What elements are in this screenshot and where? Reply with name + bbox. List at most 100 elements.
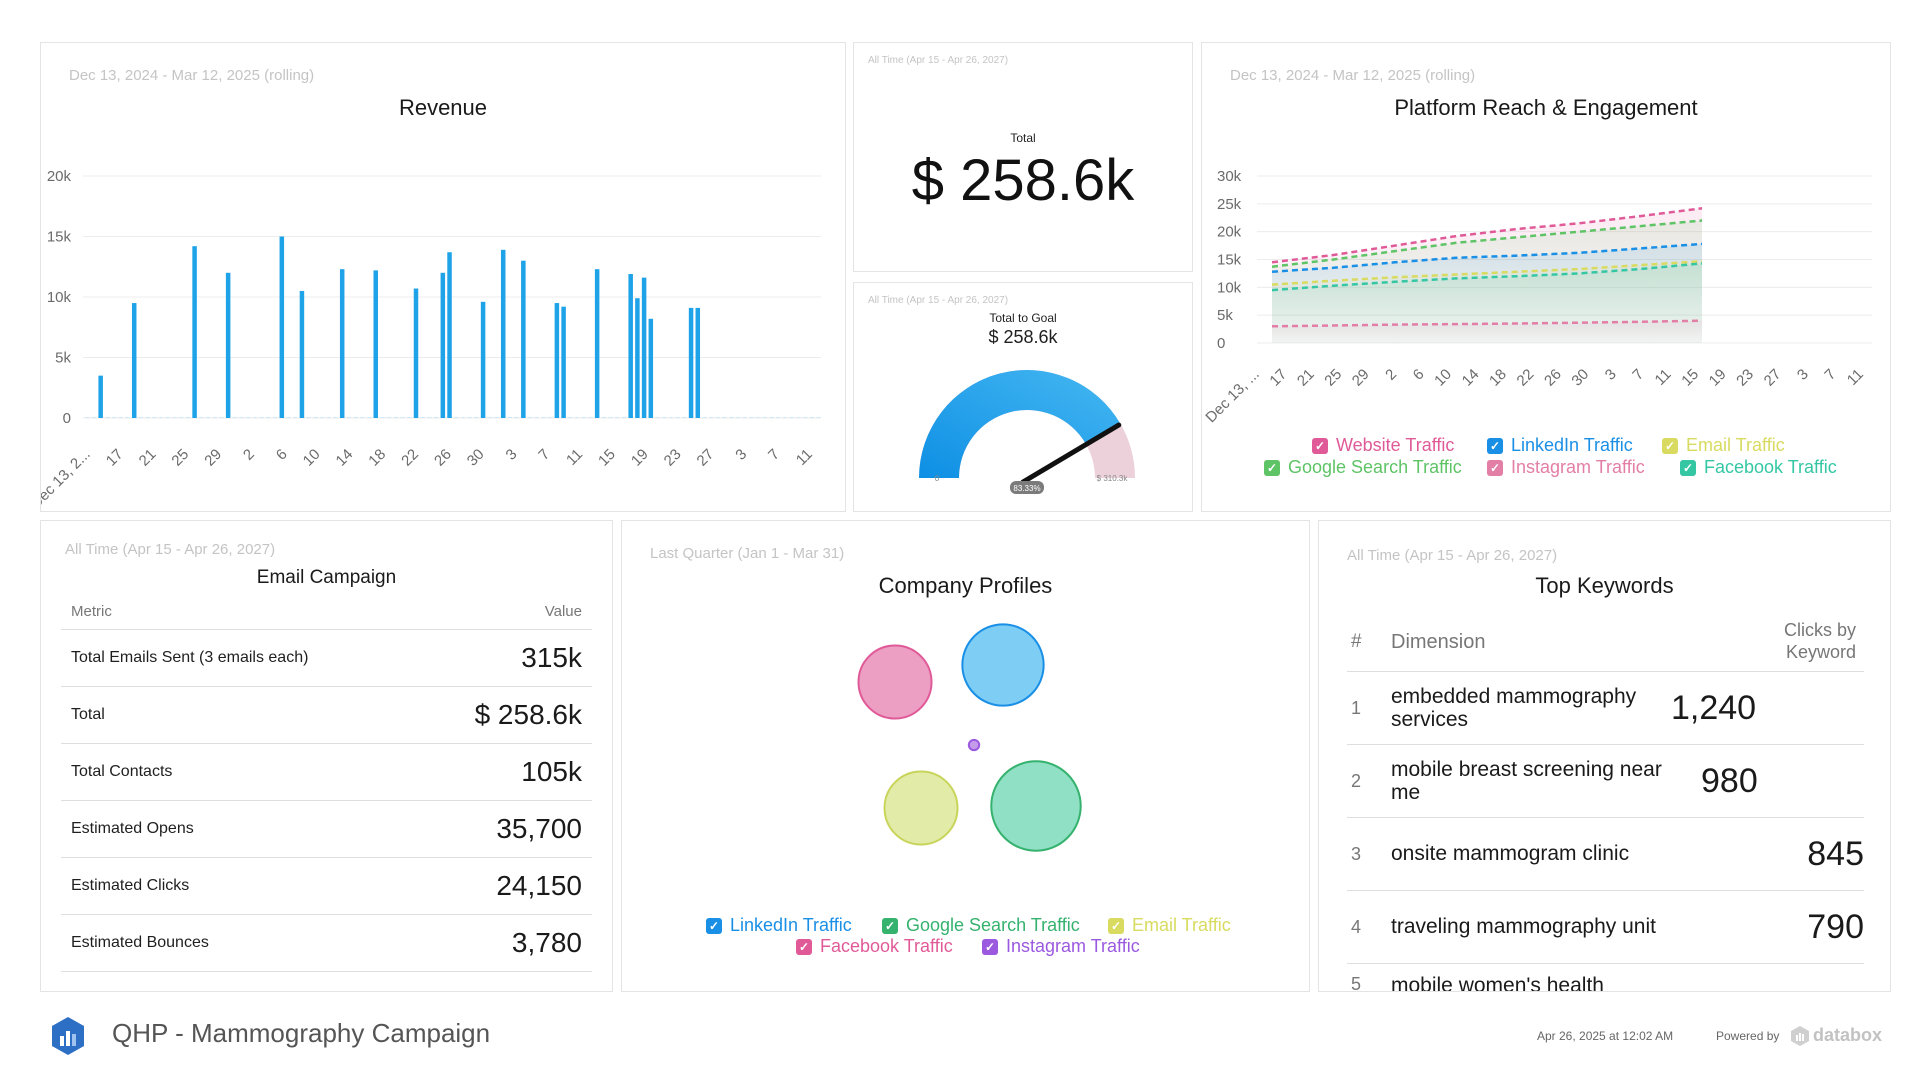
email-card[interactable]: All Time (Apr 15 - Apr 26, 2027) Email C…: [40, 520, 613, 992]
goal-card[interactable]: All Time (Apr 15 - Apr 26, 2027) Total t…: [853, 282, 1193, 512]
x-tick-label: 7: [765, 446, 783, 464]
y-tick-label: 0: [1217, 335, 1225, 352]
table-row[interactable]: 3 onsite mammogram clinic 845: [1347, 817, 1864, 890]
x-tick-label: 30: [464, 446, 488, 470]
revenue-bar-zero: [138, 417, 144, 418]
revenue-bar: [594, 269, 600, 418]
revenue-bar: [688, 307, 694, 418]
x-tick-label: 27: [1761, 366, 1785, 390]
checkbox-icon: ✓: [1312, 437, 1328, 454]
email-date-range: All Time (Apr 15 - Apr 26, 2027): [65, 541, 276, 558]
x-tick-label: 23: [1733, 366, 1757, 390]
table-row[interactable]: 1 embedded mammography services 1,240: [1347, 671, 1864, 744]
legend-email-traffic[interactable]: ✓ Email Traffic: [1108, 915, 1231, 936]
keywords-card[interactable]: All Time (Apr 15 - Apr 26, 2027) Top Key…: [1318, 520, 1891, 992]
series-line: [1271, 242, 1703, 273]
revenue-bar-zero: [702, 417, 707, 418]
revenue-bar-zero: [574, 417, 580, 418]
revenue-bar-zero: [152, 417, 157, 418]
x-tick-label: 3: [732, 446, 750, 464]
checkbox-icon: ✓: [1662, 437, 1678, 454]
x-tick-label: 18: [365, 446, 389, 470]
series-line: [1271, 319, 1703, 328]
legend-label: Facebook Traffic: [820, 936, 953, 956]
revenue-bar-zero: [346, 417, 352, 418]
x-tick-label: 25: [168, 446, 192, 470]
x-tick-label: 17: [1266, 366, 1290, 390]
revenue-bar-zero: [386, 417, 392, 418]
table-row[interactable]: Total $ 258.6k: [61, 686, 592, 742]
revenue-bar-zero: [246, 417, 251, 418]
table-row[interactable]: Estimated Bounces 3,780: [61, 914, 592, 970]
revenue-bar-zero: [353, 417, 358, 418]
row-value: 35,700: [496, 812, 582, 844]
legend-instagram-traffic[interactable]: ✓ Instagram Traffic: [982, 936, 1140, 957]
y-tick-label: 0: [63, 410, 71, 427]
revenue-bar-zero: [494, 417, 499, 418]
revenue-bar-zero: [393, 417, 399, 418]
revenue-bar-zero: [105, 417, 110, 418]
revenue-bar-zero: [507, 417, 513, 418]
legend-website-traffic[interactable]: ✓ Website Traffic: [1312, 435, 1454, 456]
gauge-max-label: $ 310.3k: [1097, 474, 1129, 483]
legend-email-traffic[interactable]: ✓ Email Traffic: [1662, 435, 1785, 456]
total-card[interactable]: All Time (Apr 15 - Apr 26, 2027) Total $…: [853, 42, 1193, 272]
table-row-cut: [61, 971, 592, 991]
legend-label: Instagram Traffic: [1511, 457, 1645, 477]
col-num: #: [1351, 631, 1362, 652]
row-value: 24,150: [496, 869, 582, 901]
platform-card[interactable]: Dec 13, 2024 - Mar 12, 2025 (rolling) Pl…: [1201, 42, 1891, 512]
revenue-bar-zero: [111, 417, 117, 418]
gauge-needle: [1020, 422, 1122, 485]
x-tick-label: 26: [1541, 366, 1565, 390]
table-row[interactable]: Total Contacts 105k: [61, 743, 592, 799]
revenue-bar-zero: [252, 417, 258, 418]
revenue-bar-zero: [366, 417, 372, 418]
checkbox-icon: ✓: [882, 917, 898, 934]
col-value: Value: [544, 603, 582, 620]
row-label: Total Emails Sent (3 emails each): [71, 648, 309, 666]
bubble: [961, 623, 1045, 707]
revenue-bar-zero: [158, 417, 164, 418]
legend-linkedin-traffic[interactable]: ✓ LinkedIn Traffic: [706, 915, 852, 936]
revenue-card[interactable]: Dec 13, 2024 - Mar 12, 2025 (rolling) Re…: [40, 42, 846, 512]
legend-label: Instagram Traffic: [1006, 936, 1140, 956]
revenue-bar: [299, 290, 305, 418]
x-tick-label: 27: [694, 446, 718, 470]
revenue-bar-zero: [172, 417, 177, 418]
revenue-bar: [225, 272, 231, 418]
dashboard-title: QHP - Mammography Campaign: [112, 1018, 491, 1048]
table-row[interactable]: 4 traveling mammography unit 790: [1347, 890, 1864, 963]
databox-brand[interactable]: databox: [1813, 1025, 1883, 1045]
x-tick-label: 15: [1678, 366, 1702, 390]
revenue-bar-zero: [796, 417, 801, 418]
table-row[interactable]: Estimated Opens 35,700: [61, 800, 592, 856]
legend-google-search-traffic[interactable]: ✓ Google Search Traffic: [1264, 457, 1462, 478]
x-tick-label: 29: [1349, 366, 1373, 390]
revenue-bar-zero: [91, 417, 97, 418]
revenue-bar-zero: [722, 417, 727, 418]
databox-brand-icon: [1791, 1026, 1809, 1046]
total-label: Total: [1010, 131, 1036, 145]
checkbox-icon: ✓: [1108, 917, 1124, 934]
legend-linkedin-traffic[interactable]: ✓ LinkedIn Traffic: [1487, 435, 1633, 456]
legend-instagram-traffic[interactable]: ✓ Instagram Traffic: [1487, 457, 1645, 478]
revenue-bar-zero: [292, 417, 298, 418]
y-tick-label: 15k: [1217, 252, 1242, 269]
row-label: Total: [71, 705, 105, 723]
keywords-date-range: All Time (Apr 15 - Apr 26, 2027): [1347, 547, 1558, 564]
legend-google-search-traffic[interactable]: ✓ Google Search Traffic: [882, 915, 1080, 936]
y-tick-label: 5k: [1217, 307, 1233, 324]
table-row[interactable]: Estimated Clicks 24,150: [61, 857, 592, 913]
revenue-bar-zero: [286, 417, 291, 418]
revenue-bar-zero: [749, 417, 754, 418]
legend-label: Email Traffic: [1132, 915, 1231, 935]
company-card[interactable]: Last Quarter (Jan 1 - Mar 31) Company Pr…: [621, 520, 1310, 992]
table-row[interactable]: 2 mobile breast screening near me 980: [1347, 744, 1864, 817]
x-tick-label: 2: [1382, 366, 1400, 384]
legend-facebook-traffic[interactable]: ✓ Facebook Traffic: [1680, 457, 1837, 478]
table-row[interactable]: Total Emails Sent (3 emails each) 315k: [61, 629, 592, 685]
series-line: [1271, 219, 1703, 268]
x-tick-label: 6: [273, 446, 291, 464]
legend-facebook-traffic[interactable]: ✓ Facebook Traffic: [796, 936, 953, 957]
